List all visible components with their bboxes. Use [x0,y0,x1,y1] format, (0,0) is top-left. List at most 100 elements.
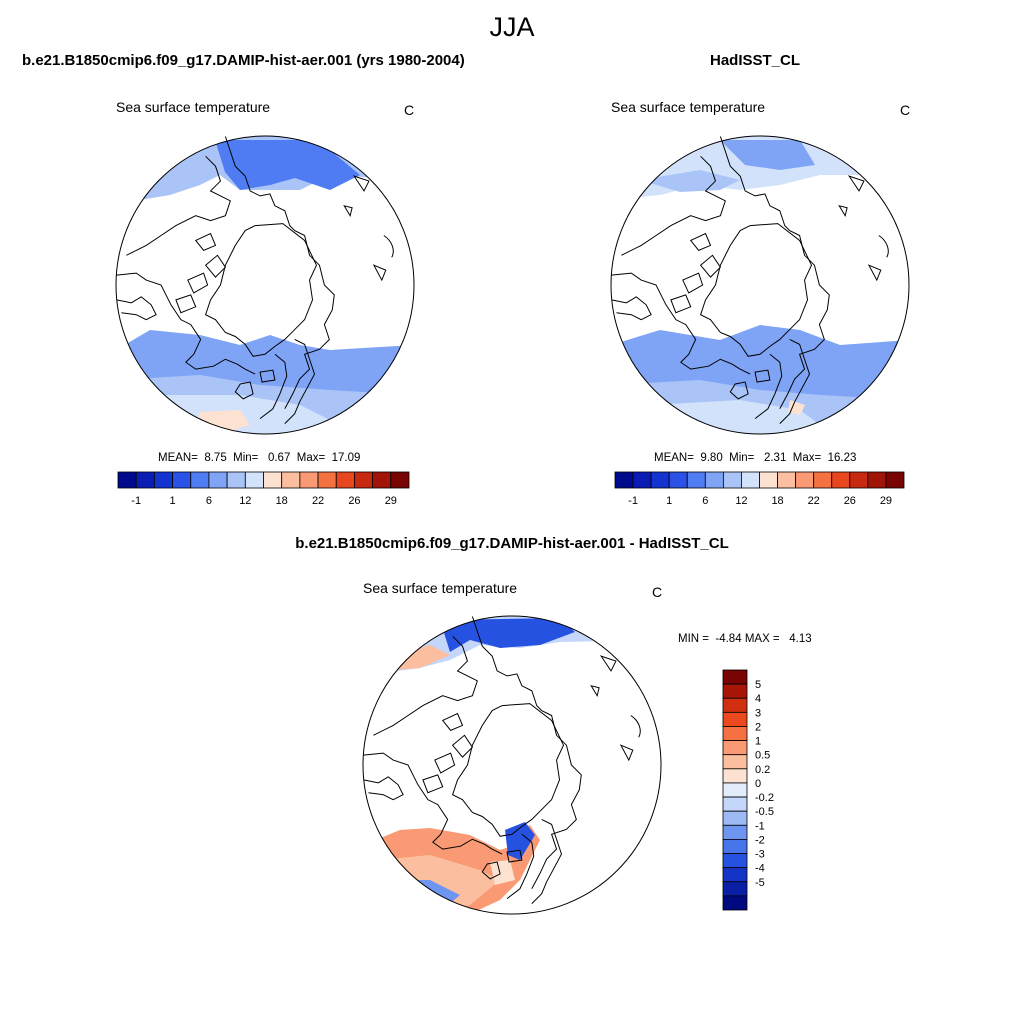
colorbar-model-swatch [117,471,137,489]
colorbar-obs-tick-label: 12 [735,495,747,507]
colorbar-diff-tick-label: -1 [755,820,765,832]
colorbar-obs-swatch [722,471,742,489]
colorbar-model-tick-label: 29 [385,495,397,507]
colorbar-obs-tick-label: 26 [844,495,856,507]
panel-model-variable: Sea surface temperature [116,99,271,115]
colorbar-model-tick-label: 18 [276,495,288,507]
colorbar-obs-tick-label: 29 [880,495,892,507]
colorbar-model-swatch [244,471,264,489]
colorbar-diff-swatch [722,669,748,685]
panel-obs-stats: MEAN= 9.80 Min= 2.31 Max= 16.23 [654,452,857,464]
colorbar-model-swatch [354,471,374,489]
colorbar-diff-tick-label: 1 [755,736,761,748]
panel-diff-units: C [652,584,663,600]
colorbar-diff-tick-label: -2 [755,834,765,846]
colorbar-diff-swatch [722,711,748,727]
colorbar-diff-swatch [722,895,748,911]
colorbar-obs-swatch [759,471,778,489]
colorbar-diff-swatch [722,853,748,869]
colorbar-obs-tick-label: 6 [702,495,708,507]
colorbar-obs-swatch [650,471,670,489]
colorbar-obs-swatch [777,471,797,489]
colorbar-diff-tick-label: -3 [755,849,765,861]
panel-diff-case-title: b.e21.B1850cmip6.f09_g17.DAMIP-hist-aer.… [295,535,729,552]
colorbar-model-swatch [317,471,337,489]
panel-diff-stats: MIN = -4.84 MAX = 4.13 [678,633,812,645]
panel-obs-case-title: HadISST_CL [710,52,801,69]
colorbar-diff-tick-label: -0.2 [755,792,774,804]
colorbar-diff-swatch [722,867,748,883]
panel-diff-variable: Sea surface temperature [363,580,518,596]
colorbar-model-swatch [226,471,246,489]
panel-obs-units: C [900,102,911,118]
figure-title: JJA [489,12,535,42]
colorbar-diff-tick-label: 3 [755,707,761,719]
colorbar-model-swatch [335,471,355,489]
colorbar-obs-tick-label: -1 [628,495,638,507]
colorbar-model-swatch [372,471,392,489]
colorbar-obs-tick-label: 1 [666,495,672,507]
map-panel-model [115,135,415,435]
colorbar-diff-swatch [722,810,748,826]
colorbar-obs-swatch [867,471,887,489]
colorbar-obs-swatch [795,471,815,489]
colorbar-diff-tick-label: -4 [755,863,765,875]
colorbar-diff-swatch [722,726,748,741]
panel-model-stats: MEAN= 8.75 Min= 0.67 Max= 17.09 [158,452,361,464]
colorbar-model-tick-label: -1 [131,495,141,507]
colorbar-diff-swatch [722,683,748,699]
colorbar-model-swatch [135,471,155,489]
colorbar-obs-swatch [704,471,724,489]
colorbar-diff-swatch [722,881,748,897]
colorbar-obs-swatch [831,471,851,489]
colorbar-model-swatch [281,471,301,489]
colorbar-obs-swatch [632,471,652,489]
colorbar-model-swatch [172,471,192,489]
colorbar-obs-swatch [668,471,688,489]
colorbar-model-tick-label: 6 [206,495,212,507]
colorbar-diff-tick-label: 5 [755,679,761,691]
colorbar-obs-swatch [686,471,706,489]
colorbar-diff-tick-label: 4 [755,693,761,705]
colorbar-obs: -1 1 6 12 18 22 26 29 [614,471,905,507]
colorbar-model-swatch [299,471,319,489]
colorbar-diff-swatch [722,697,748,713]
colorbar-obs-swatch [885,471,905,489]
colorbar-obs-swatch [813,471,833,489]
colorbar-diff-tick-label: 0.5 [755,750,770,762]
colorbar-obs-swatch [614,471,634,489]
colorbar-diff-tick-label: 0.2 [755,764,770,776]
panel-model-case-title: b.e21.B1850cmip6.f09_g17.DAMIP-hist-aer.… [22,52,465,69]
colorbar-obs-swatch [741,471,760,489]
colorbar-obs-swatch [849,471,869,489]
panel-obs-variable: Sea surface temperature [611,99,766,115]
colorbar-model-swatch [153,471,173,489]
map-panel-diff [362,615,662,915]
colorbar-diff-swatch [722,782,748,798]
colorbar-model-tick-label: 1 [170,495,176,507]
colorbar-model-swatch [208,471,228,489]
colorbar-diff-tick-label: 2 [755,721,761,733]
colorbar-diff-swatch [722,824,748,840]
colorbar-diff-tick-label: -5 [755,877,765,889]
colorbar-model: -1 1 6 12 18 22 26 29 [117,471,410,507]
colorbar-obs-tick-label: 18 [771,495,783,507]
panel-model-units: C [404,102,415,118]
map-panel-obs [610,135,910,435]
colorbar-model-swatch [190,471,210,489]
colorbar-diff-swatch [722,839,748,854]
colorbar-model-swatch [390,471,410,489]
colorbar-diff-tick-label: -0.5 [755,806,774,818]
colorbar-model-tick-label: 26 [348,495,360,507]
colorbar-diff-swatch [722,768,748,784]
colorbar-model-tick-label: 22 [312,495,324,507]
colorbar-diff: 5 4 3 2 1 0.5 0.2 0 -0.2 -0.5 -1 -2 -3 -4 -5 [722,669,774,911]
colorbar-obs-tick-label: 22 [808,495,820,507]
colorbar-diff-tick-label: 0 [755,778,761,790]
colorbar-model-swatch [263,471,283,489]
colorbar-diff-swatch [722,796,748,812]
colorbar-model-tick-label: 12 [239,495,251,507]
colorbar-diff-swatch [722,740,748,756]
colorbar-diff-swatch [722,754,748,770]
